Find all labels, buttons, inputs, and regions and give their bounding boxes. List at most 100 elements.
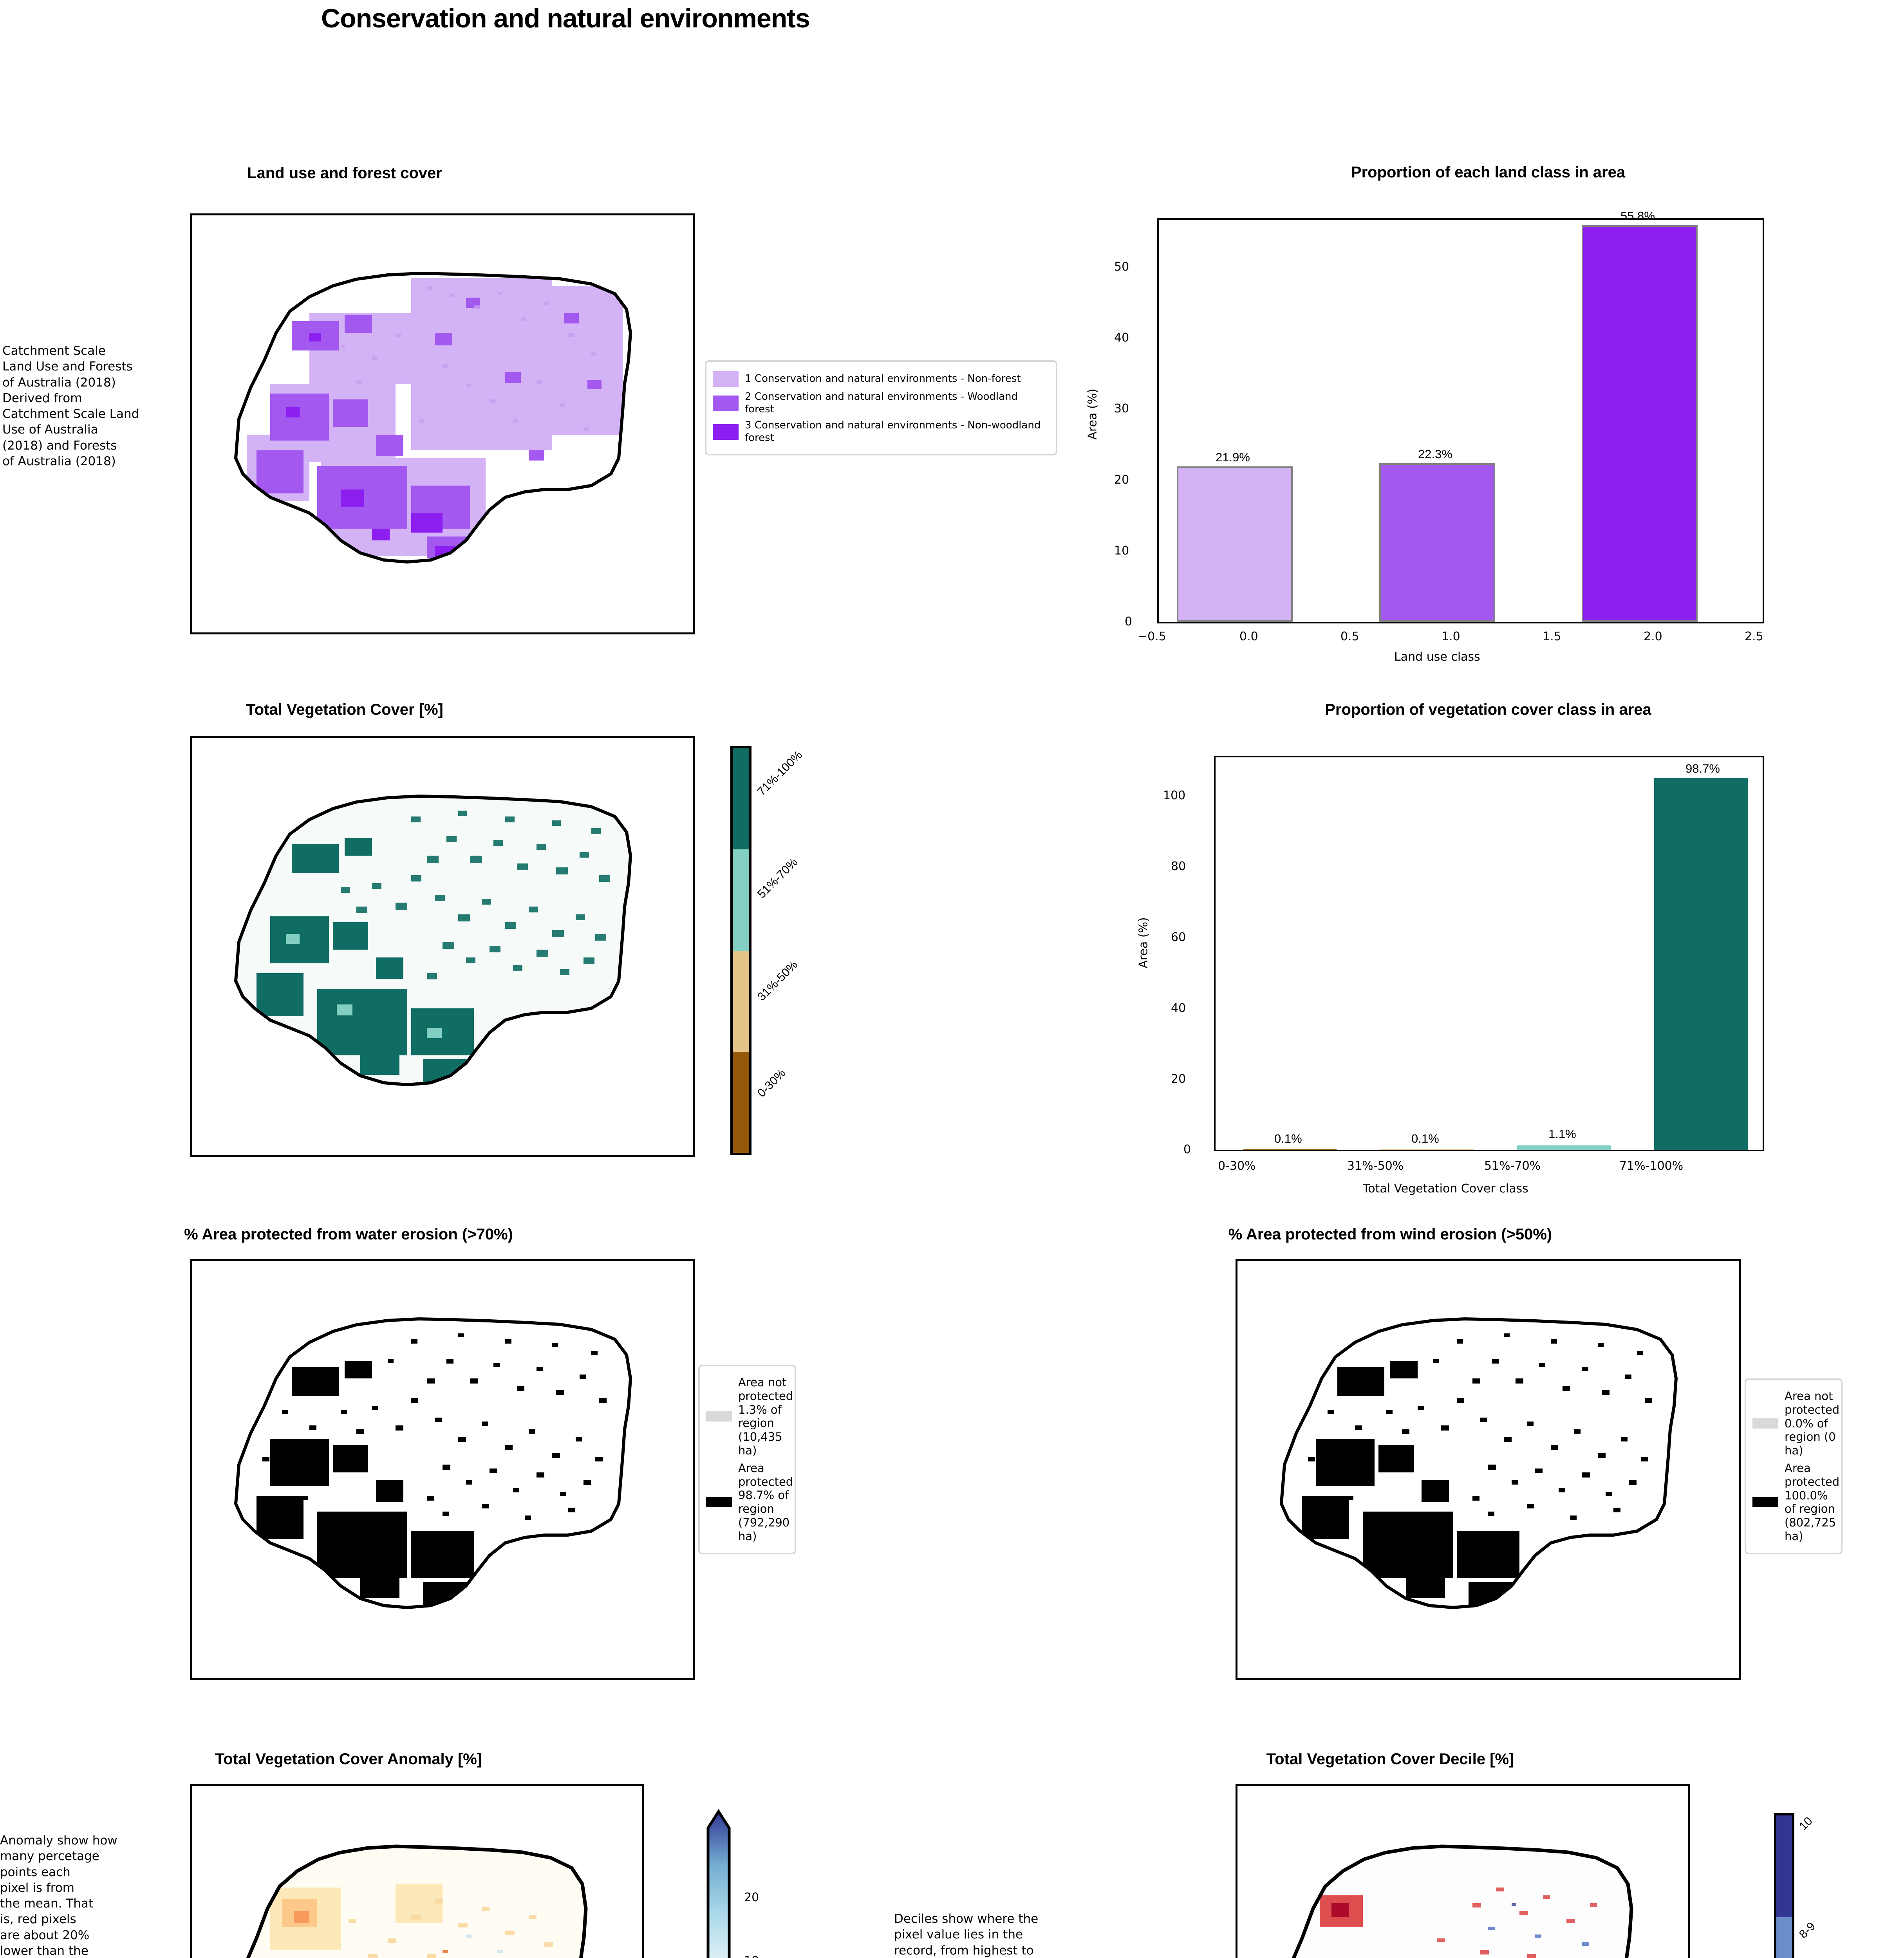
ytick2-100: 100 <box>1163 789 1186 802</box>
legend-label: Area protected 100.0% of region (802,725… <box>1785 1461 1840 1543</box>
bar-value-2: 55.8% <box>1620 209 1655 223</box>
decile-seg-8-9 <box>1776 1917 1792 1958</box>
decile-map-graphic <box>1237 1786 1688 1958</box>
ytick-40: 40 <box>1114 331 1129 345</box>
decile-label-8-9: 8-9 <box>1796 1920 1818 1941</box>
land-class-bar-chart[interactable]: 21.9% 22.3% 55.8% <box>1157 209 1764 623</box>
bar-0[interactable] <box>1177 466 1293 622</box>
land-use-sidenote: Catchment Scale Land Use and Forests of … <box>2 344 139 469</box>
anomaly-tick-10: 10 <box>744 1954 759 1958</box>
land-use-legend[interactable]: 1 Conservation and natural environments … <box>705 360 1057 455</box>
legend-swatch <box>713 371 739 387</box>
ytick-0: 0 <box>1125 615 1133 629</box>
land-use-map-title: Land use and forest cover <box>247 164 442 182</box>
xtick-1.5: 1.5 <box>1543 630 1561 643</box>
legend-label: 1 Conservation and natural environments … <box>745 373 1021 385</box>
colorbar-seg-51-70 <box>733 849 749 951</box>
anomaly-map-title: Total Vegetation Cover Anomaly [%] <box>215 1750 482 1768</box>
anomaly-sidenote: Anomaly show how many percetage points e… <box>0 1833 117 1958</box>
bar-31-50[interactable] <box>1380 1149 1474 1150</box>
legend-item: 2 Conservation and natural environments … <box>713 391 1050 415</box>
veg-class-bar-chart[interactable]: 0.1% 0.1% 1.1% 98.7% <box>1214 756 1764 1151</box>
legend-item: 1 Conservation and natural environments … <box>713 371 1050 387</box>
bar-71-100[interactable] <box>1654 778 1748 1150</box>
legend-swatch <box>713 424 739 440</box>
legend-swatch <box>706 1497 732 1508</box>
water-erosion-map-title: % Area protected from water erosion (>70… <box>184 1226 513 1243</box>
veg-cover-map-graphic <box>192 738 693 1155</box>
ytick-30: 30 <box>1114 402 1129 415</box>
anomaly-map[interactable] <box>190 1784 644 1958</box>
colorbar-seg-31-50 <box>733 950 749 1052</box>
decile-label-10: 10 <box>1796 1814 1815 1833</box>
wind-erosion-map[interactable] <box>1236 1259 1741 1680</box>
bar-1[interactable] <box>1379 463 1495 622</box>
decile-sidenote: Deciles show where the pixel value lies … <box>894 1912 1039 1958</box>
ytick2-80: 80 <box>1171 860 1186 873</box>
legend-swatch <box>1752 1497 1778 1508</box>
ytick-10: 10 <box>1114 544 1129 558</box>
bar-value-71-100: 98.7% <box>1685 762 1720 775</box>
ytick-20: 20 <box>1114 473 1129 487</box>
ytick-50: 50 <box>1114 260 1129 274</box>
land-use-map[interactable] <box>190 213 695 634</box>
xtick2-0-30: 0-30% <box>1218 1159 1256 1173</box>
veg-cover-map[interactable] <box>190 736 695 1157</box>
bar-value-31-50: 0.1% <box>1411 1132 1439 1145</box>
bar-value-51-70: 1.1% <box>1548 1127 1576 1141</box>
chart2-xlabel: Total Vegetation Cover class <box>1363 1182 1528 1196</box>
page-title: Conservation and natural environments <box>321 4 810 33</box>
water-erosion-legend[interactable]: Area not protected 1.3% of region (10,43… <box>698 1365 796 1554</box>
veg-cover-map-title: Total Vegetation Cover [%] <box>246 701 443 718</box>
colorbar-label-31-50: 31%-50% <box>755 958 800 1004</box>
chart1-ylabel: Area (%) <box>1086 388 1100 440</box>
decile-colorbar[interactable] <box>1774 1813 1794 1958</box>
legend-label: 3 Conservation and natural environments … <box>745 419 1041 444</box>
decile-map[interactable] <box>1236 1784 1690 1958</box>
legend-item: Area not protected 0.0% of region (0 ha) <box>1752 1389 1839 1458</box>
bar-value-0: 21.9% <box>1216 450 1250 464</box>
ytick2-40: 40 <box>1171 1001 1186 1015</box>
veg-cover-colorbar[interactable] <box>730 746 751 1155</box>
land-class-chart-title: Proportion of each land class in area <box>1351 164 1626 181</box>
bar-value-0-30: 0.1% <box>1274 1132 1302 1145</box>
legend-item: Area not protected 1.3% of region (10,43… <box>706 1376 793 1458</box>
ytick2-20: 20 <box>1171 1072 1186 1086</box>
land-use-map-graphic <box>192 215 693 632</box>
legend-item: Area protected 98.7% of region (792,290 … <box>706 1461 793 1543</box>
xtick2-51-70: 51%-70% <box>1484 1159 1541 1173</box>
legend-label: Area not protected 0.0% of region (0 ha) <box>1785 1389 1840 1458</box>
colorbar-label-51-70: 51%-70% <box>755 856 800 901</box>
bar-51-70[interactable] <box>1517 1145 1611 1150</box>
legend-swatch <box>706 1411 732 1422</box>
xtick-2.5: 2.5 <box>1745 630 1763 643</box>
decile-map-title: Total Vegetation Cover Decile [%] <box>1266 1750 1514 1768</box>
xtick-2.0: 2.0 <box>1644 630 1662 643</box>
decile-seg-10 <box>1776 1815 1792 1917</box>
colorbar-label-0-30: 0-30% <box>755 1066 788 1100</box>
colorbar-seg-0-30 <box>733 1051 749 1153</box>
xtick2-31-50: 31%-50% <box>1347 1159 1404 1173</box>
anomaly-colorbar[interactable] <box>705 1809 732 1958</box>
bar-0-30[interactable] <box>1243 1149 1337 1150</box>
veg-class-chart-title: Proportion of vegetation cover class in … <box>1325 701 1651 718</box>
xtick2-71-100: 71%-100% <box>1619 1159 1684 1173</box>
xtick--0.5: −0.5 <box>1138 630 1166 643</box>
water-erosion-map[interactable] <box>190 1259 695 1680</box>
xtick-1.0: 1.0 <box>1442 630 1460 643</box>
colorbar-label-71-100: 71%-100% <box>755 748 805 798</box>
legend-swatch <box>1752 1418 1778 1429</box>
water-erosion-map-graphic <box>192 1261 693 1678</box>
legend-label: Area not protected 1.3% of region (10,43… <box>738 1376 793 1457</box>
legend-label: 2 Conservation and natural environments … <box>745 391 1018 415</box>
bar-2[interactable] <box>1582 225 1698 622</box>
legend-label: Area protected 98.7% of region (792,290 … <box>738 1461 793 1543</box>
wind-erosion-map-graphic <box>1237 1261 1739 1678</box>
wind-erosion-map-title: % Area protected from wind erosion (>50%… <box>1228 1226 1552 1243</box>
wind-erosion-legend[interactable]: Area not protected 0.0% of region (0 ha)… <box>1745 1378 1843 1554</box>
xtick-0.5: 0.5 <box>1340 630 1359 643</box>
ytick2-60: 60 <box>1171 930 1186 944</box>
ytick2-0: 0 <box>1183 1143 1191 1156</box>
legend-item: 3 Conservation and natural environments … <box>713 419 1050 444</box>
colorbar-seg-71-100 <box>733 748 749 850</box>
